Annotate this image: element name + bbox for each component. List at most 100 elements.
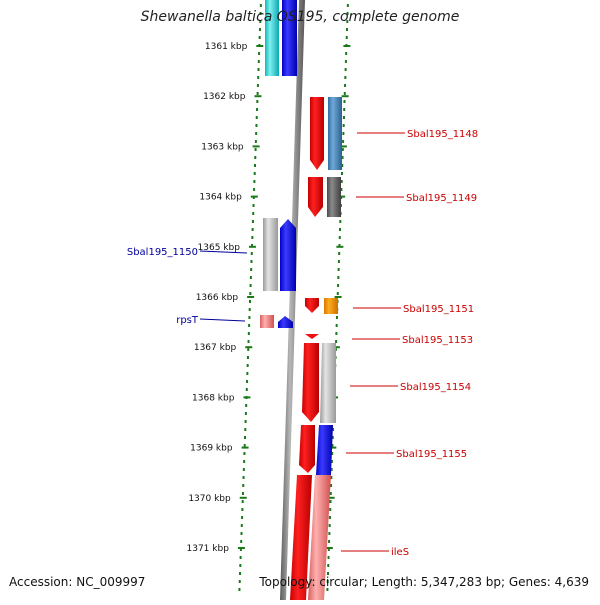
- gene-arrow[interactable]: [310, 97, 324, 170]
- ruler-dot-left: [259, 4, 262, 7]
- gene-block[interactable]: [324, 298, 338, 314]
- ruler-dot-left: [248, 324, 251, 327]
- dna-strand: [280, 0, 305, 600]
- gene-arrow[interactable]: [280, 219, 296, 291]
- gene-arrow[interactable]: [305, 334, 319, 339]
- ruler-dot-right: [342, 124, 345, 127]
- ruler-dot-right: [332, 428, 335, 431]
- ruler-tick: [329, 446, 337, 449]
- ruler-dot-left: [240, 524, 243, 527]
- gene-block[interactable]: [316, 425, 333, 475]
- ruler-dot-left: [250, 268, 253, 271]
- gene-block[interactable]: [282, 0, 297, 76]
- gene-label[interactable]: Sbal195_1151: [403, 304, 474, 315]
- ruler-dot-left: [251, 220, 254, 223]
- ruler-dot-left: [256, 108, 259, 111]
- ruler-dot-right: [340, 172, 343, 175]
- ruler-dot-right: [330, 468, 333, 471]
- ruler-dot-left: [246, 364, 249, 367]
- ruler-dot-right: [326, 572, 329, 575]
- gene-label[interactable]: Sbal195_1149: [406, 193, 477, 204]
- gene-block[interactable]: [328, 97, 342, 170]
- ruler-dot-left: [249, 300, 251, 303]
- ruler-dot-left: [242, 484, 245, 487]
- ruler-dot-right: [341, 164, 344, 167]
- gene-label[interactable]: rpsT: [176, 315, 199, 326]
- ruler-tick: [254, 95, 262, 98]
- ruler-dot-left: [255, 124, 258, 127]
- gene-arrow[interactable]: [299, 425, 315, 473]
- gene-track: [260, 0, 342, 600]
- ruler-tick: [343, 45, 351, 47]
- gene-arrow[interactable]: [308, 177, 323, 217]
- gene-block[interactable]: [308, 475, 331, 600]
- gene-block[interactable]: [327, 177, 341, 217]
- ruler-tick: [334, 296, 342, 298]
- ruler-tick-label: 1364 kbp: [199, 193, 242, 203]
- ruler-dot-right: [342, 140, 345, 143]
- ruler-dot-left: [250, 252, 253, 255]
- ruler-tick: [341, 95, 349, 98]
- ruler-dot-right: [342, 132, 345, 135]
- ruler-dot-left: [258, 52, 261, 55]
- gene-block[interactable]: [260, 315, 274, 328]
- ruler-dot-right: [329, 492, 332, 495]
- ruler-dot-left: [251, 244, 254, 247]
- ruler-dot-right: [329, 508, 332, 511]
- ruler-dot-right: [343, 100, 346, 103]
- ruler-dot-left: [259, 12, 262, 15]
- ruler-dot-left: [246, 372, 249, 375]
- gene-arrow[interactable]: [302, 343, 319, 422]
- ruler-dot-left: [242, 476, 245, 479]
- gene-block[interactable]: [265, 0, 279, 76]
- ruler-dot-left: [249, 276, 252, 279]
- ruler-dot-right: [345, 52, 348, 55]
- gene-label[interactable]: Sbal195_1148: [407, 129, 478, 140]
- ruler-tick: [237, 547, 245, 549]
- ruler-tick-label: 1365 kbp: [198, 243, 241, 253]
- ruler-dot-left: [256, 100, 259, 103]
- ruler-dot-right: [341, 148, 344, 151]
- ruler-dot-right: [335, 340, 338, 343]
- ruler-dot-left: [244, 428, 247, 431]
- ruler-dot-left: [253, 164, 256, 167]
- ruler-dot-left: [244, 420, 247, 423]
- ruler-dot-right: [338, 244, 341, 247]
- gene-label[interactable]: Sbal195_1150: [127, 247, 198, 258]
- ruler-dot-left: [248, 316, 251, 319]
- gene-label[interactable]: ileS: [391, 547, 409, 558]
- gene-block[interactable]: [263, 218, 278, 291]
- gene-block[interactable]: [290, 475, 312, 600]
- ruler-tick-label: 1361 kbp: [205, 42, 248, 52]
- ruler-dot-left: [258, 28, 261, 31]
- ruler-dot-right: [343, 92, 346, 95]
- ruler-dot-left: [253, 180, 256, 183]
- gene-label[interactable]: Sbal195_1154: [400, 382, 471, 393]
- ruler-dot-right: [346, 12, 349, 15]
- ruler-dot-left: [253, 172, 256, 175]
- gene-labels: 1361 kbp 1362 kbp 1363 kbp 1364 kbp 1365 kbp…: [127, 42, 478, 558]
- gene-label[interactable]: Sbal195_1155: [396, 449, 467, 460]
- ruler-dot-left: [239, 556, 242, 559]
- ruler-dot-right: [326, 580, 329, 583]
- gene-block[interactable]: [320, 343, 336, 423]
- gene-label[interactable]: Sbal195_1153: [402, 335, 473, 346]
- ruler-dot-left: [241, 500, 244, 503]
- ruler-dot-left: [255, 116, 258, 119]
- ruler: [237, 4, 351, 591]
- genome-summary-text: Topology: circular; Length: 5,347,283 bp…: [259, 575, 589, 589]
- ruler-dot-right: [330, 476, 333, 479]
- gene-arrow[interactable]: [278, 316, 293, 328]
- label-leader-line: [199, 318, 246, 322]
- ruler-dot-right: [344, 60, 347, 63]
- ruler-dot-right: [338, 252, 341, 255]
- ruler-dot-left: [238, 588, 241, 591]
- ruler-dot-left: [243, 452, 246, 455]
- ruler-tick: [252, 145, 260, 148]
- ruler-tick: [338, 195, 346, 198]
- ruler-dot-right: [331, 452, 334, 455]
- gene-arrow[interactable]: [305, 298, 319, 313]
- ruler-dot-right: [343, 108, 346, 111]
- ruler-tick-label: 1368 kbp: [192, 393, 235, 403]
